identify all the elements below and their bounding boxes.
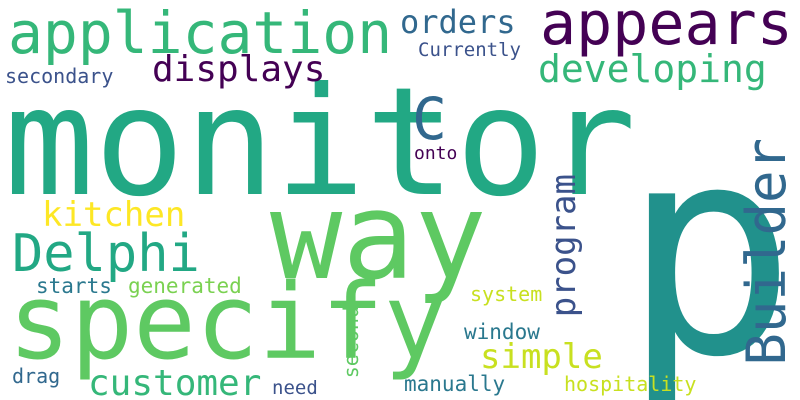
word-hospitality: hospitality [564, 372, 697, 396]
word-delphi: Delphi [12, 224, 200, 284]
word-displays: displays [152, 49, 326, 90]
word-customer: customer [88, 363, 262, 400]
word-c: C [412, 85, 447, 153]
word-secondary: secondary [5, 64, 114, 88]
word-way: way [270, 168, 487, 307]
word-monitor: monitor [4, 56, 637, 230]
word-specify: specify [8, 261, 447, 383]
word-need: need [272, 377, 318, 399]
word-program: program [544, 174, 584, 318]
word-p: p [622, 84, 797, 400]
word-window: window [464, 320, 540, 344]
word-drag: drag [12, 364, 61, 388]
word-generated: generated [128, 274, 242, 298]
word-developing: developing [538, 47, 767, 91]
word-orders: orders [400, 3, 516, 41]
word-starts: starts [36, 274, 112, 298]
word-appears: appears [540, 0, 793, 59]
word-onto: onto [414, 143, 458, 164]
word-kitchen: kitchen [42, 195, 186, 235]
word-manually: manually [404, 372, 506, 396]
word-simple: simple [480, 337, 603, 377]
word-builder: Builder [735, 138, 798, 366]
word-application: application [8, 0, 393, 67]
word-second: second [339, 306, 363, 379]
word-currently: Currently [418, 39, 521, 61]
word-system: system [470, 282, 543, 306]
